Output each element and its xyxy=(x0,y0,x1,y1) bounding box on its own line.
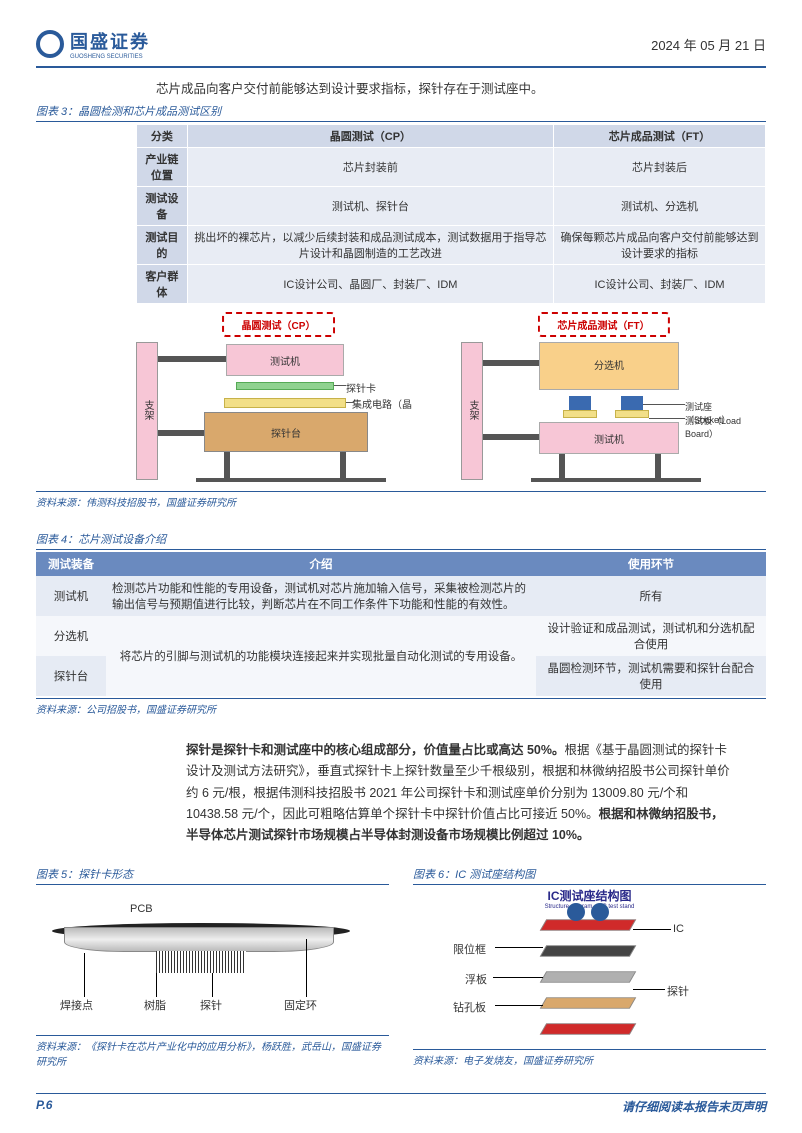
fig6-source: 资料来源：电子发烧友，国盛证券研究所 xyxy=(413,1049,766,1067)
body-paragraph: 探针是探针卡和测试座中的核心组成部分，价值量占比或高达 50%。根据《基于晶圆测… xyxy=(186,740,730,846)
fig4-source: 资料来源：公司招股书，国盛证券研究所 xyxy=(36,698,766,716)
page-number: P.6 xyxy=(36,1098,52,1115)
ft-socket-1 xyxy=(569,396,591,410)
fig6-ic-label: IC xyxy=(673,923,684,935)
fig6-layer-0 xyxy=(540,920,636,931)
fig6-limit-label: 限位框 xyxy=(453,941,486,957)
fig5-ring-label: 固定环 xyxy=(284,997,317,1013)
fig6-layer-2 xyxy=(540,972,636,983)
fig6-title: IC测试座结构图 xyxy=(413,887,766,904)
table-row: 测试机 检测芯片功能和性能的专用设备，测试机对芯片施加输入信号，采集被检测芯片的… xyxy=(36,576,766,616)
fig4-caption: 图表 4：芯片测试设备介绍 xyxy=(36,531,766,550)
fig-5-6-row: 图表 5：探针卡形态 PCB 焊接点 树脂 探针 固定环 资料来源：《探针卡在芯… xyxy=(36,860,766,1068)
fig5-caption: 图表 5：探针卡形态 xyxy=(36,866,389,885)
ft-sorter: 分选机 xyxy=(539,342,679,390)
intro-line: 芯片成品向客户交付前能够达到设计要求指标，探针存在于测试座中。 xyxy=(156,78,766,97)
cp-title-box: 晶圆测试（CP） xyxy=(222,312,336,337)
fig6-float-label: 浮板 xyxy=(465,971,487,987)
ft-loadboard-1 xyxy=(563,410,597,418)
fig5-pcb xyxy=(64,927,334,952)
footer-disclaimer: 请仔细阅读本报告末页声明 xyxy=(622,1098,766,1115)
cp-wafer xyxy=(224,398,346,408)
fig6-diagram: IC测试座结构图 Structure diagram of IC test st… xyxy=(413,887,766,1047)
para-bold-open: 探针是探针卡和测试座中的核心组成部分，价值量占比或高达 50%。 xyxy=(186,743,565,757)
fig6-layer-4 xyxy=(540,1024,636,1035)
page-header: 国盛证券 GUOSHENG SECURITIES 2024 年 05 月 21 … xyxy=(36,28,766,68)
fig6-caption: 图表 6：IC 测试座结构图 xyxy=(413,866,766,885)
cp-stand-label: 支架 xyxy=(140,400,155,420)
cp-probe-card-label: 探针卡 xyxy=(346,380,376,395)
t1-h1: 晶圆测试（CP） xyxy=(187,125,553,148)
fig5-pins xyxy=(156,951,246,973)
fig6-column: 图表 6：IC 测试座结构图 IC测试座结构图 Structure diagra… xyxy=(413,860,766,1068)
fig5-probe-label: 探针 xyxy=(200,997,222,1013)
report-date: 2024 年 05 月 21 日 xyxy=(651,35,766,54)
table-row: 分选机 将芯片的引脚与测试机的功能模块连接起来并实现批量自动化测试的专用设备。 … xyxy=(36,616,766,656)
ft-stand-label: 支架 xyxy=(465,400,480,420)
table-row: 测试设备测试机、探针台测试机、分选机 xyxy=(137,187,766,226)
company-logo: 国盛证券 GUOSHENG SECURITIES xyxy=(36,28,150,60)
fig6-layer-3 xyxy=(540,998,636,1009)
cp-probe-station: 探针台 xyxy=(204,412,368,452)
fig5-source: 资料来源：《探针卡在芯片产业化中的应用分析》，杨跃胜，武岳山，国盛证券研究所 xyxy=(36,1035,389,1068)
fig6-layer-1 xyxy=(540,946,636,957)
ft-machine: 芯片成品测试（FT） 支架 分选机 测试机 测试座（Socket） 测试板（Lo… xyxy=(461,312,746,487)
ft-loadboard-label: 测试板（Load Board） xyxy=(685,414,746,440)
fig5-pcb-label: PCB xyxy=(130,903,153,915)
fig3-table: 分类 晶圆测试（CP） 芯片成品测试（FT） 产业链位置芯片封装前芯片封装后 测… xyxy=(136,124,766,304)
company-name-en: GUOSHENG SECURITIES xyxy=(70,54,150,60)
fig3-caption: 图表 3：晶圆检测和芯片成品测试区别 xyxy=(36,103,766,122)
cp-tester: 测试机 xyxy=(226,344,344,376)
cp-probe-card xyxy=(236,382,334,390)
ft-socket-2 xyxy=(621,396,643,410)
ft-title-box: 芯片成品测试（FT） xyxy=(537,312,669,337)
fig6-drill-label: 钻孔板 xyxy=(453,999,486,1015)
t1-h0: 分类 xyxy=(137,125,188,148)
logo-icon xyxy=(36,30,64,58)
fig6-probe-label: 探针 xyxy=(667,983,689,999)
ft-tester: 测试机 xyxy=(539,422,679,454)
fig3-source: 资料来源：伟测科技招股书，国盛证券研究所 xyxy=(36,491,766,509)
fig3-diagram: 晶圆测试（CP） 支架 测试机 探针卡 集成电路（晶圆） 探针台 芯片成品测试（… xyxy=(136,312,766,487)
t2-h2: 使用环节 xyxy=(536,552,766,576)
table-row: 客户群体IC设计公司、晶圆厂、封装厂、IDMIC设计公司、封装厂、IDM xyxy=(137,265,766,304)
ft-loadboard-2 xyxy=(615,410,649,418)
fig5-diagram: PCB 焊接点 树脂 探针 固定环 xyxy=(36,887,389,1027)
company-name-cn: 国盛证券 xyxy=(70,32,150,52)
page-footer: P.6 请仔细阅读本报告末页声明 xyxy=(36,1093,766,1115)
table-row: 产业链位置芯片封装前芯片封装后 xyxy=(137,148,766,187)
fig6-subtitle: Structure diagram of IC test stand xyxy=(413,904,766,910)
t2-h0: 测试装备 xyxy=(36,552,106,576)
fig5-resin-label: 树脂 xyxy=(144,997,166,1013)
t1-h2: 芯片成品测试（FT） xyxy=(554,125,766,148)
table-row: 测试目的挑出坏的裸芯片，以减少后续封装和成品测试成本，测试数据用于指导芯片设计和… xyxy=(137,226,766,265)
fig4-table: 测试装备 介绍 使用环节 测试机 检测芯片功能和性能的专用设备，测试机对芯片施加… xyxy=(36,552,766,696)
fig5-column: 图表 5：探针卡形态 PCB 焊接点 树脂 探针 固定环 资料来源：《探针卡在芯… xyxy=(36,860,389,1068)
cp-machine: 晶圆测试（CP） 支架 测试机 探针卡 集成电路（晶圆） 探针台 xyxy=(136,312,421,487)
fig5-solder-label: 焊接点 xyxy=(60,997,93,1013)
t2-h1: 介绍 xyxy=(106,552,536,576)
